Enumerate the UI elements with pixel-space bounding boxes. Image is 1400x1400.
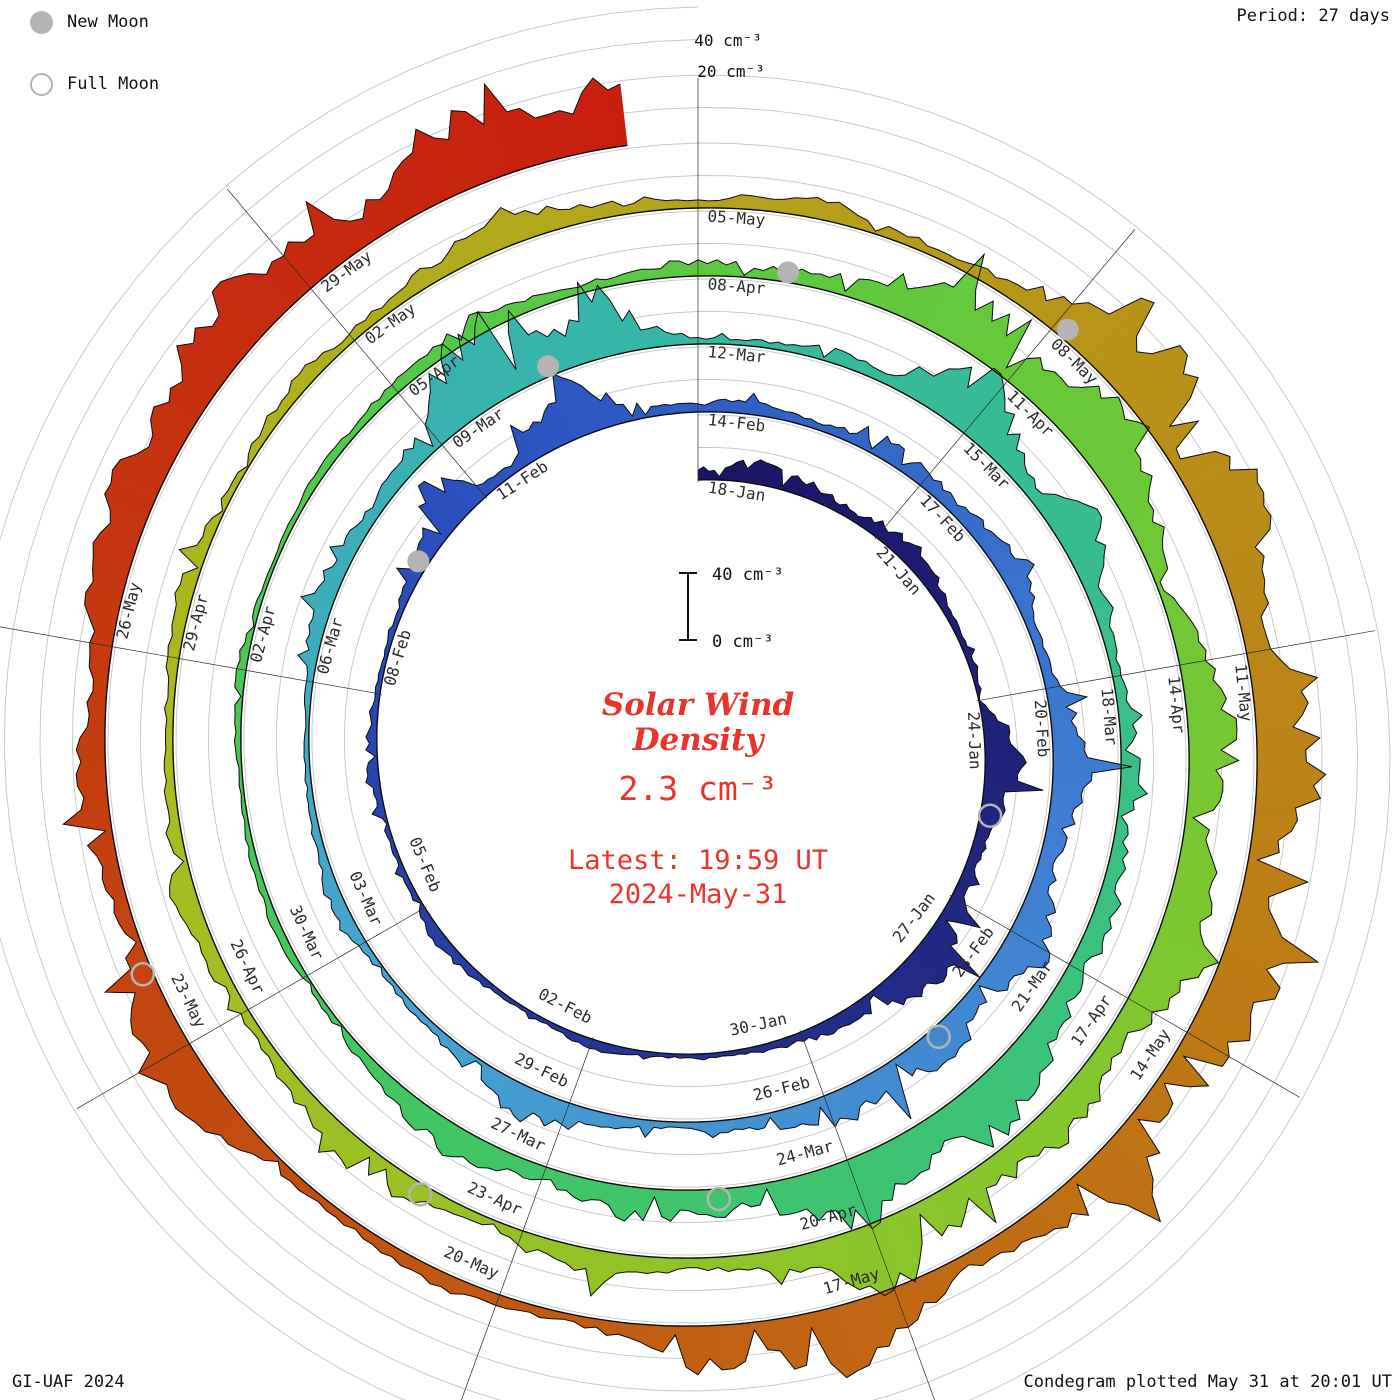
moon-legend: New Moon Full Moon (30, 8, 159, 132)
new-moon-marker (407, 550, 430, 573)
date-label: 08-Apr (707, 274, 767, 298)
new-moon-label: New Moon (67, 12, 149, 32)
scale-bar-label-bottom: 0 cm⁻³ (712, 632, 773, 652)
scale-bar: 40 cm⁻³ 0 cm⁻³ (679, 565, 784, 652)
date-label: 05-May (707, 206, 766, 229)
new-moon-marker (777, 261, 799, 284)
full-moon-marker (130, 962, 156, 987)
plotted-label: Condegram plotted May 31 at 20:01 UT (1023, 1372, 1392, 1392)
new-moon-marker (537, 355, 560, 378)
date-label: 20-Feb (1031, 699, 1054, 758)
legend-item-full-moon: Full Moon (30, 70, 159, 98)
outer-grid-label-40: 40 cm⁻³ (694, 31, 762, 50)
date-ticks (0, 78, 1375, 1400)
moon-markers (130, 261, 1079, 1212)
full-moon-label: Full Moon (67, 74, 160, 94)
center-annotation: Solar Wind Density 2.3 cm⁻³ Latest: 19:5… (448, 688, 948, 912)
date-label: 30-Jan (728, 1009, 789, 1040)
chart-title-line2: Density (632, 721, 764, 758)
full-moon-marker (706, 1186, 732, 1212)
date-label: 14-Apr (1164, 675, 1188, 735)
date-label: 18-Mar (1097, 687, 1121, 747)
latest-density-value: 2.3 cm⁻³ (618, 769, 778, 809)
latest-time-label: Latest: 19:59 UT (567, 845, 829, 877)
full-moon-marker (926, 1024, 951, 1050)
legend-item-new-moon: New Moon (30, 8, 159, 36)
date-label: 24-Jan (964, 711, 985, 769)
chart-title-line1: Solar Wind (601, 687, 795, 723)
new-moon-marker (1056, 318, 1079, 341)
latest-date-label: 2024-May-31 (608, 879, 788, 911)
new-moon-icon (30, 10, 53, 34)
full-moon-marker (977, 803, 1003, 828)
full-moon-icon (30, 72, 53, 96)
scale-bar-label-top: 40 cm⁻³ (712, 565, 784, 585)
outer-grid-label-20: 20 cm⁻³ (697, 62, 765, 81)
full-moon-marker (408, 1182, 433, 1207)
period-label: Period: 27 days (1236, 6, 1390, 26)
credit-label: GI-UAF 2024 (12, 1372, 125, 1392)
date-label: 26-Feb (751, 1072, 812, 1104)
